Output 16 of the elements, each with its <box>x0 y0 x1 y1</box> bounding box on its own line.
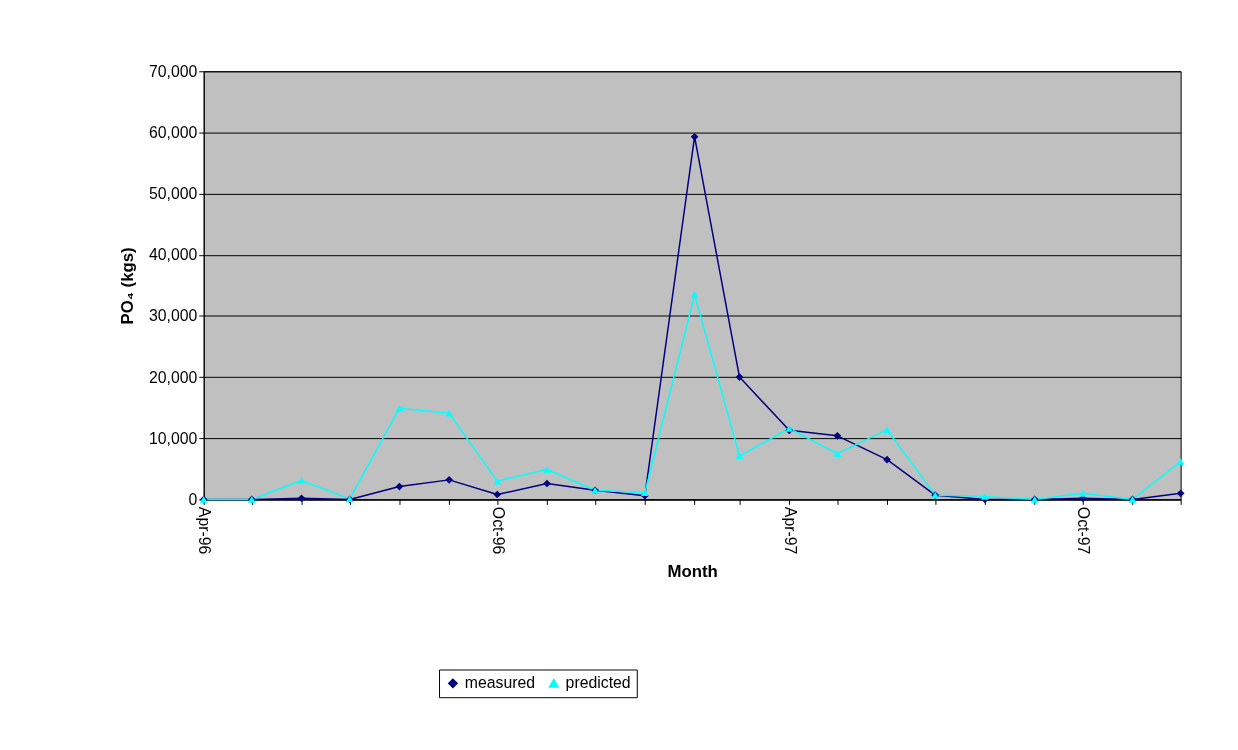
y-axis-title: PO₄ (kgs) <box>118 247 138 325</box>
y-tick-label: 50,000 <box>148 185 198 203</box>
y-tick-label: 0 <box>188 490 198 508</box>
y-tick-label: 60,000 <box>148 123 198 141</box>
x-axis-title: Month <box>667 562 718 582</box>
legend-label: predicted <box>565 674 631 692</box>
y-tick-label: 30,000 <box>148 307 198 325</box>
y-tick-label: 40,000 <box>148 246 198 264</box>
y-tick-label: 20,000 <box>148 368 198 386</box>
x-tick-label: Oct-96 <box>489 506 507 555</box>
y-tick-label: 10,000 <box>148 429 198 447</box>
legend-label: measured <box>464 674 536 692</box>
x-tick-label: Oct-97 <box>1075 506 1093 555</box>
y-tick-label: 70,000 <box>148 62 198 80</box>
x-tick-label: Apr-97 <box>781 506 799 555</box>
x-tick-label: Apr-96 <box>196 506 214 555</box>
